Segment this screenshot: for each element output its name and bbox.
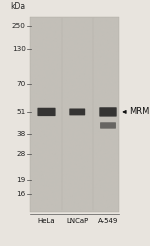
FancyBboxPatch shape: [99, 107, 117, 117]
Text: 70: 70: [16, 81, 26, 87]
Bar: [30, 17, 119, 212]
Text: 16: 16: [16, 191, 26, 197]
Text: HeLa: HeLa: [38, 218, 55, 224]
Text: 51: 51: [16, 109, 26, 115]
Text: A-549: A-549: [98, 218, 118, 224]
FancyBboxPatch shape: [38, 108, 56, 116]
Text: 130: 130: [12, 46, 26, 52]
FancyBboxPatch shape: [100, 122, 116, 129]
Text: MRM3: MRM3: [129, 108, 150, 116]
FancyBboxPatch shape: [69, 108, 85, 115]
Text: 38: 38: [16, 131, 26, 137]
Text: kDa: kDa: [11, 2, 26, 11]
Text: LNCaP: LNCaP: [66, 218, 88, 224]
Text: 250: 250: [12, 23, 26, 29]
Text: 28: 28: [16, 151, 26, 157]
Text: 19: 19: [16, 177, 26, 183]
